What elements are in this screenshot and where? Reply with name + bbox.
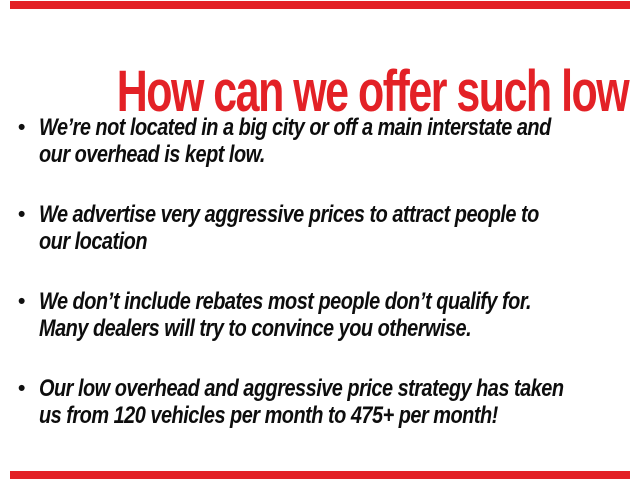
bullet-icon: • xyxy=(18,377,26,400)
bullet-text: We advertise very aggressive prices to a… xyxy=(39,201,640,255)
bullet-text: We’re not located in a big city or off a… xyxy=(39,114,640,168)
list-item: • We’re not located in a big city or off… xyxy=(18,114,640,168)
list-item: • We advertise very aggressive prices to… xyxy=(18,201,640,255)
top-accent-bar xyxy=(10,1,630,9)
bottom-accent-bar xyxy=(10,471,630,479)
bullet-list: • We’re not located in a big city or off… xyxy=(18,114,640,462)
bullet-line: We’re not located in a big city or off a… xyxy=(39,114,551,141)
bullet-line: our overhead is kept low. xyxy=(39,141,265,168)
page-title: How can we offer such low prices? xyxy=(0,58,640,124)
list-item: • Our low overhead and aggressive price … xyxy=(18,375,640,429)
bullet-line: our location xyxy=(39,228,148,255)
bullet-icon: • xyxy=(18,203,26,226)
bullet-line: Our low overhead and aggressive price st… xyxy=(39,375,564,402)
page-title-text: How can we offer such low prices? xyxy=(116,58,640,124)
bullet-icon: • xyxy=(18,116,26,139)
bullet-line: We advertise very aggressive prices to a… xyxy=(39,201,539,228)
bullet-icon: • xyxy=(18,290,26,313)
bullet-line: us from 120 vehicles per month to 475+ p… xyxy=(39,402,498,429)
bullet-text: We don’t include rebates most people don… xyxy=(39,288,632,342)
bullet-line: Many dealers will try to convince you ot… xyxy=(39,315,472,342)
list-item: • We don’t include rebates most people d… xyxy=(18,288,640,342)
bullet-text: Our low overhead and aggressive price st… xyxy=(39,375,640,429)
bullet-line: We don’t include rebates most people don… xyxy=(39,288,532,315)
